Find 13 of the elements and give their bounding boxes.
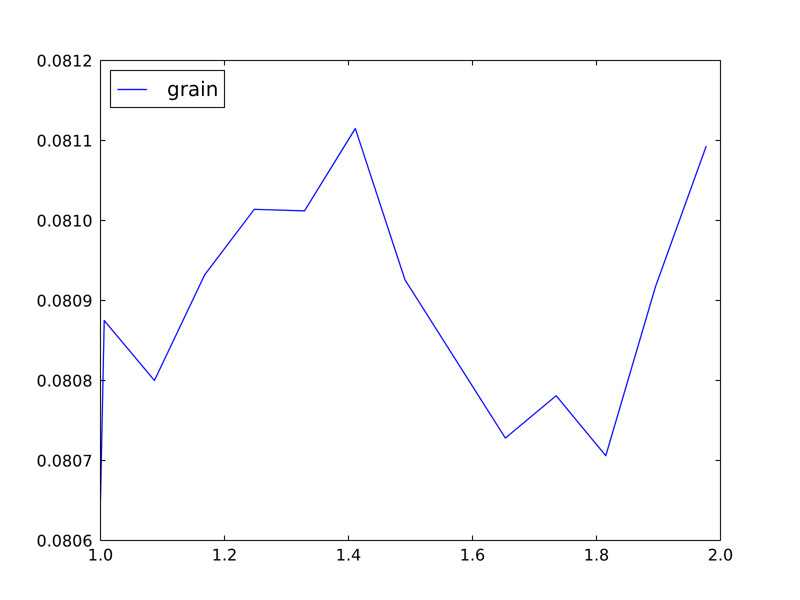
y-tick-label: 0.0810 — [36, 212, 92, 230]
y-tick-label: 0.0809 — [36, 292, 92, 310]
y-tick-label: 0.0807 — [36, 452, 92, 470]
y-tick-label: 0.0808 — [36, 372, 92, 390]
x-tick-label: 2.0 — [708, 546, 734, 564]
y-tick-label: 0.0811 — [36, 132, 92, 150]
y-tick-label: 0.0812 — [36, 52, 92, 70]
x-tick-label: 1.0 — [88, 546, 114, 564]
x-tick-label: 1.8 — [584, 546, 610, 564]
x-tick-label: 1.2 — [212, 546, 238, 564]
x-tick-label: 1.4 — [336, 546, 362, 564]
legend-label: grain — [167, 77, 218, 101]
x-tick-label: 1.6 — [460, 546, 486, 564]
